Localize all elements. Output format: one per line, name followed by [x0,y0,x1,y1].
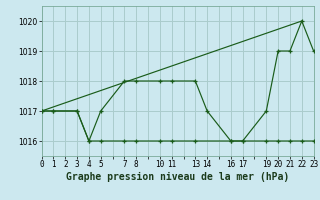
X-axis label: Graphe pression niveau de la mer (hPa): Graphe pression niveau de la mer (hPa) [66,172,289,182]
